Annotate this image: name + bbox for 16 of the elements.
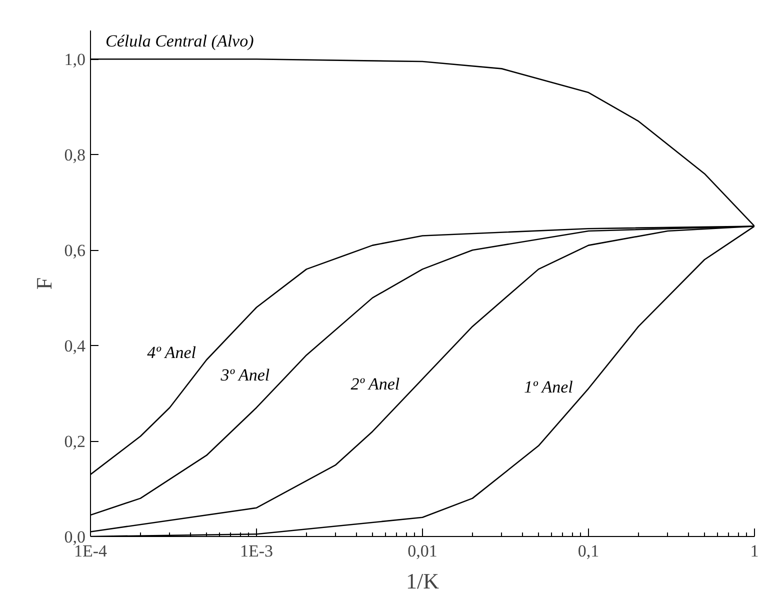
y-tick-label: 0,8 [64,146,86,165]
x-tick-label: 0,01 [408,542,438,560]
x-tick-label: 1E-3 [240,542,274,560]
x-axis-title: 1/K [406,568,440,594]
series-label: 3º Anel [220,366,270,385]
x-tick-label: 0,1 [578,542,600,560]
y-tick-label: 0,4 [64,336,86,356]
y-axis-title: F [31,277,56,290]
series-label: 1º Anel [524,377,574,396]
series-label: 2º Anel [350,374,400,394]
y-tick-label: 0,2 [64,432,86,452]
x-tick-label: 1 [750,542,759,560]
series-label: 4º Anel [147,343,196,362]
y-tick-label: 0,6 [64,241,86,260]
series-label: Célula Central (Alvo) [106,32,254,51]
y-tick-label: 1,0 [64,50,86,70]
